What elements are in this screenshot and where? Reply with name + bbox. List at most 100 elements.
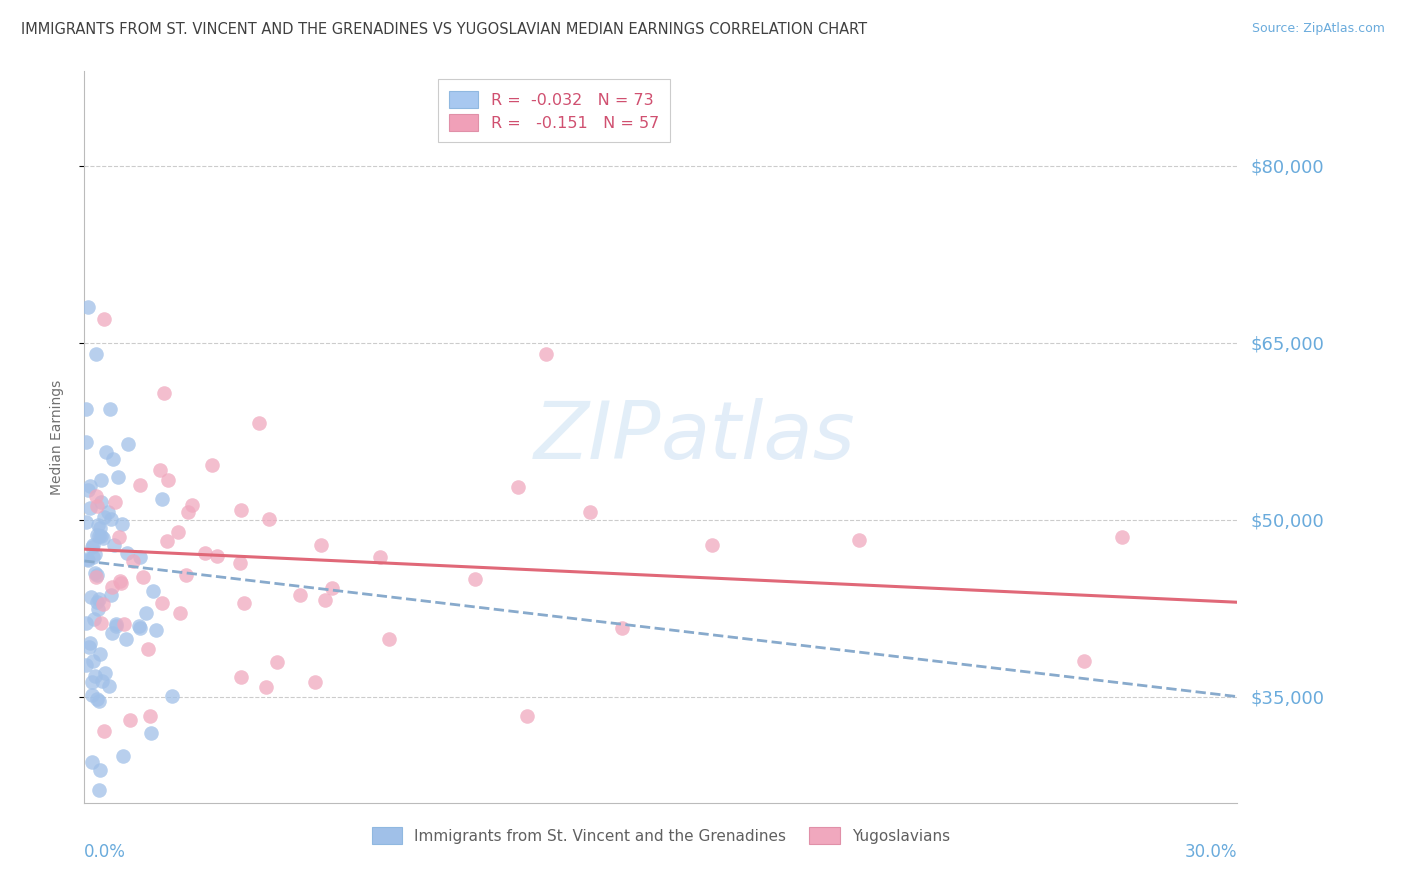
Point (321, 581, 343, 595)
Point (75, 515, 97, 529)
Point (83, 612, 105, 626)
Point (229, 671, 252, 685)
Point (135, 606, 157, 620)
Text: IMMIGRANTS FROM ST. VINCENT AND THE GRENADINES VS YUGOSLAVIAN MEDIAN EARNINGS CO: IMMIGRANTS FROM ST. VINCENT AND THE GREN… (21, 22, 868, 37)
Point (180, 499, 202, 513)
Text: atlas: atlas (661, 398, 856, 476)
Point (100, 588, 122, 602)
Point (90, 529, 112, 543)
Point (233, 596, 256, 610)
Point (534, 347, 557, 361)
Point (103, 538, 125, 552)
Point (110, 576, 132, 591)
Point (93, 510, 115, 524)
Point (194, 546, 217, 560)
Point (115, 632, 138, 646)
Point (128, 618, 150, 632)
Point (150, 491, 173, 506)
Point (76, 483, 98, 497)
Point (128, 550, 150, 565)
Point (87, 694, 110, 708)
Point (101, 451, 124, 466)
Point (205, 549, 228, 563)
Point (97, 505, 120, 519)
Point (700, 538, 723, 552)
Point (464, 572, 486, 586)
Point (93, 598, 115, 612)
Point (150, 596, 173, 610)
Point (84, 347, 107, 361)
Point (101, 626, 124, 640)
Point (610, 621, 633, 635)
Point (80, 755, 103, 769)
Point (84, 547, 107, 561)
Point (254, 680, 277, 694)
Point (93, 724, 115, 739)
Point (110, 574, 132, 588)
Point (77, 301, 100, 315)
Point (100, 512, 122, 526)
Point (76, 551, 98, 566)
Point (89, 764, 111, 778)
Point (75, 657, 97, 672)
Point (508, 480, 530, 494)
Text: ZIP: ZIP (533, 398, 661, 476)
Point (105, 617, 128, 632)
Point (84, 489, 107, 503)
Point (79, 500, 101, 515)
Point (98, 402, 121, 417)
Point (120, 713, 142, 727)
Point (257, 511, 280, 525)
Point (75, 435, 97, 450)
Point (86, 692, 108, 706)
Point (86, 595, 108, 609)
Point (229, 556, 252, 570)
Point (90, 473, 112, 487)
Point (136, 642, 159, 657)
Legend: Immigrants from St. Vincent and the Grenadines, Yugoslavians: Immigrants from St. Vincent and the Gren… (366, 822, 956, 850)
Point (86, 528, 108, 542)
Point (132, 570, 155, 584)
Point (111, 748, 134, 763)
Point (93, 312, 115, 326)
Text: Source: ZipAtlas.com: Source: ZipAtlas.com (1251, 22, 1385, 36)
Point (90, 615, 112, 630)
Point (129, 478, 152, 492)
Point (82, 538, 104, 552)
Y-axis label: Median Earnings: Median Earnings (49, 379, 63, 495)
Point (89, 783, 111, 797)
Point (87, 529, 110, 543)
Point (848, 533, 870, 548)
Point (98, 679, 121, 693)
Point (84, 570, 107, 584)
Point (117, 437, 139, 451)
Point (201, 458, 224, 472)
Point (75, 616, 97, 631)
Point (94, 444, 117, 458)
Point (90, 495, 112, 509)
Point (288, 588, 311, 602)
Point (177, 505, 200, 519)
Point (108, 530, 131, 544)
Point (76, 553, 98, 567)
Point (87, 602, 110, 616)
Point (169, 606, 191, 620)
Point (309, 538, 332, 552)
Point (153, 386, 176, 401)
Point (101, 580, 124, 594)
Point (79, 479, 101, 493)
Point (82, 654, 104, 668)
Point (87, 517, 110, 532)
Point (155, 534, 177, 549)
Point (94, 665, 117, 680)
Point (111, 516, 134, 531)
Point (304, 675, 326, 690)
Point (107, 470, 129, 484)
Point (91, 673, 114, 688)
Point (91, 531, 114, 545)
Point (378, 632, 401, 646)
Point (139, 709, 162, 723)
Point (162, 689, 184, 703)
Point (141, 726, 163, 740)
Point (82, 549, 104, 564)
